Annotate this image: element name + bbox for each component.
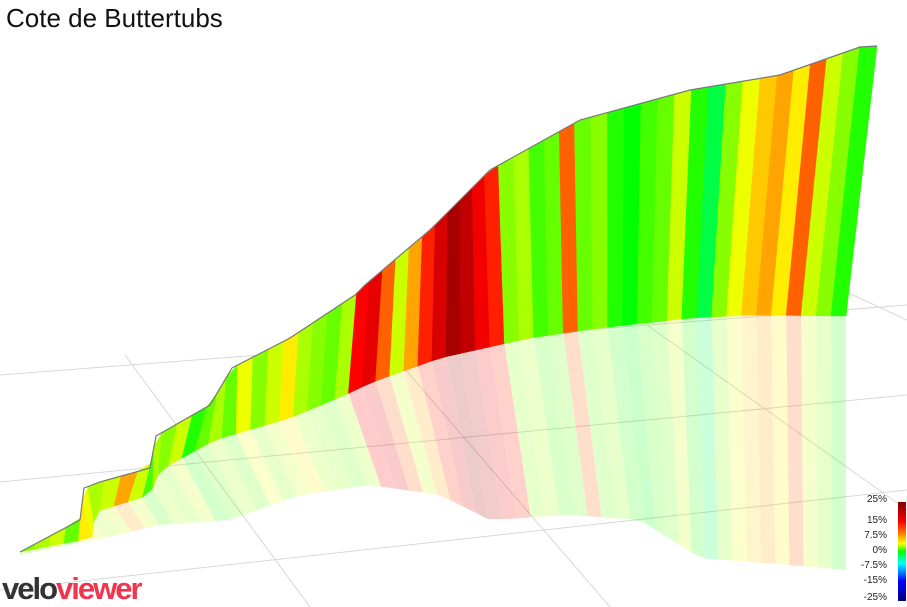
- gradient-segment-reflection: [475, 346, 517, 520]
- gradient-segment: [445, 199, 462, 358]
- gradient-segment-reflection: [334, 393, 382, 487]
- gradient-segment: [607, 107, 625, 328]
- gradient-segment: [63, 517, 81, 544]
- legend-tick: -25%: [863, 592, 887, 603]
- gradient-segment-reflection: [348, 386, 396, 489]
- profile-reflection: [20, 315, 846, 570]
- gradient-segment-reflection: [389, 370, 438, 495]
- gradient-segment-reflection: [307, 405, 353, 490]
- gradient-segment-reflection: [47, 543, 64, 550]
- legend-tick: 7.5%: [864, 530, 887, 541]
- legend-tick: 0%: [872, 545, 887, 556]
- gradient-segment-reflection: [446, 353, 489, 520]
- gradient-segment-reflection: [33, 546, 50, 553]
- gradient-segment-reflection: [489, 343, 531, 519]
- gradient-segment-reflection: [375, 375, 424, 493]
- gradient-segment-reflection: [195, 443, 244, 521]
- gradient-segment-reflection: [114, 501, 146, 532]
- gradient-segment-reflection: [75, 536, 93, 544]
- gradient-segment-reflection: [361, 380, 410, 491]
- gradient-segment-reflection: [801, 315, 818, 568]
- gradient-segment-reflection: [264, 421, 311, 497]
- gradient-segment-reflection: [816, 315, 832, 569]
- gradient-segment-reflection: [786, 315, 804, 567]
- gradient-segment-reflection: [681, 317, 705, 559]
- gradient-segment-reflection: [279, 416, 325, 494]
- gradient-segment-reflection: [756, 315, 776, 564]
- gradient-segment-reflection: [182, 450, 230, 522]
- gradient-segment-reflection: [61, 540, 79, 547]
- gradient-segment-reflection: [831, 315, 846, 570]
- grid-line: [639, 319, 907, 511]
- gradient-segment: [221, 364, 238, 439]
- gradient-segment-reflection: [142, 488, 174, 526]
- gradient-segment-reflection: [152, 474, 188, 525]
- gradient-segment-reflection: [99, 506, 132, 535]
- legend-tick: -15%: [863, 575, 887, 586]
- gradient-segment: [590, 112, 608, 330]
- grid-line: [379, 339, 611, 607]
- gradient-segment-reflection: [578, 329, 616, 519]
- gradient-segment-reflection: [221, 433, 271, 511]
- gradient-segment-reflection: [504, 340, 546, 518]
- gradient-segment-reflection: [607, 325, 644, 523]
- gradient-segment-reflection: [158, 465, 202, 524]
- veloviewer-logo: veloviewer: [2, 571, 143, 607]
- gradient-segment-reflection: [89, 521, 104, 542]
- gradient-segment: [235, 356, 254, 435]
- gradient-segment-reflection: [519, 337, 560, 517]
- gradient-segment-reflection: [236, 429, 284, 506]
- legend-tick: -7.5%: [860, 560, 887, 571]
- gradient-segment-reflection: [592, 327, 631, 520]
- gradient-segment-reflection: [637, 322, 668, 538]
- gradient-segment-reflection: [667, 318, 692, 553]
- legend-color-bar: [898, 502, 906, 601]
- grid-line: [124, 354, 311, 607]
- gradient-segment-reflection: [563, 331, 602, 518]
- gradient-segment-reflection: [293, 410, 339, 492]
- profile-wall: [19, 45, 878, 553]
- legend-tick: 15%: [866, 515, 887, 526]
- gradient-segment-reflection: [93, 510, 118, 539]
- gradient-segment-reflection: [168, 457, 216, 523]
- gradient-segment-reflection: [20, 549, 35, 555]
- gradient-segment-reflection: [128, 497, 159, 529]
- gradient-segment-reflection: [548, 333, 588, 517]
- gradient-segment-reflection: [726, 315, 747, 562]
- gradient-segment-reflection: [622, 323, 656, 530]
- gradient-segment-reflection: [533, 335, 574, 516]
- profile-top-edge: [19, 45, 878, 553]
- grid-line: [0, 489, 907, 591]
- gradient-segment: [48, 526, 67, 547]
- gradient-segment-reflection: [250, 425, 297, 501]
- legend-tick: 25%: [866, 494, 887, 505]
- gradient-segment-reflection: [696, 316, 719, 560]
- gradient-segment-reflection: [741, 315, 762, 563]
- logo-part-velo: velo: [2, 571, 58, 606]
- gradient-segment-reflection: [652, 320, 680, 546]
- gradient-segment-reflection: [711, 316, 733, 561]
- gradient-segment-reflection: [771, 315, 790, 565]
- gradient-segment-reflection: [403, 365, 451, 501]
- gradient-segment-reflection: [431, 356, 476, 513]
- gradient-segment-reflection: [460, 350, 503, 520]
- gradient-segment-reflection: [320, 399, 367, 488]
- gradient-legend: 25% 15% 7.5% 0% -7.5% -15% -25%: [840, 494, 907, 607]
- gradient-segment-reflection: [208, 437, 257, 516]
- logo-part-viewer: viewer: [56, 571, 143, 606]
- gradient-segment-reflection: [417, 360, 464, 507]
- gradient-segment: [574, 116, 594, 332]
- chart-title: Cote de Buttertubs: [6, 3, 223, 33]
